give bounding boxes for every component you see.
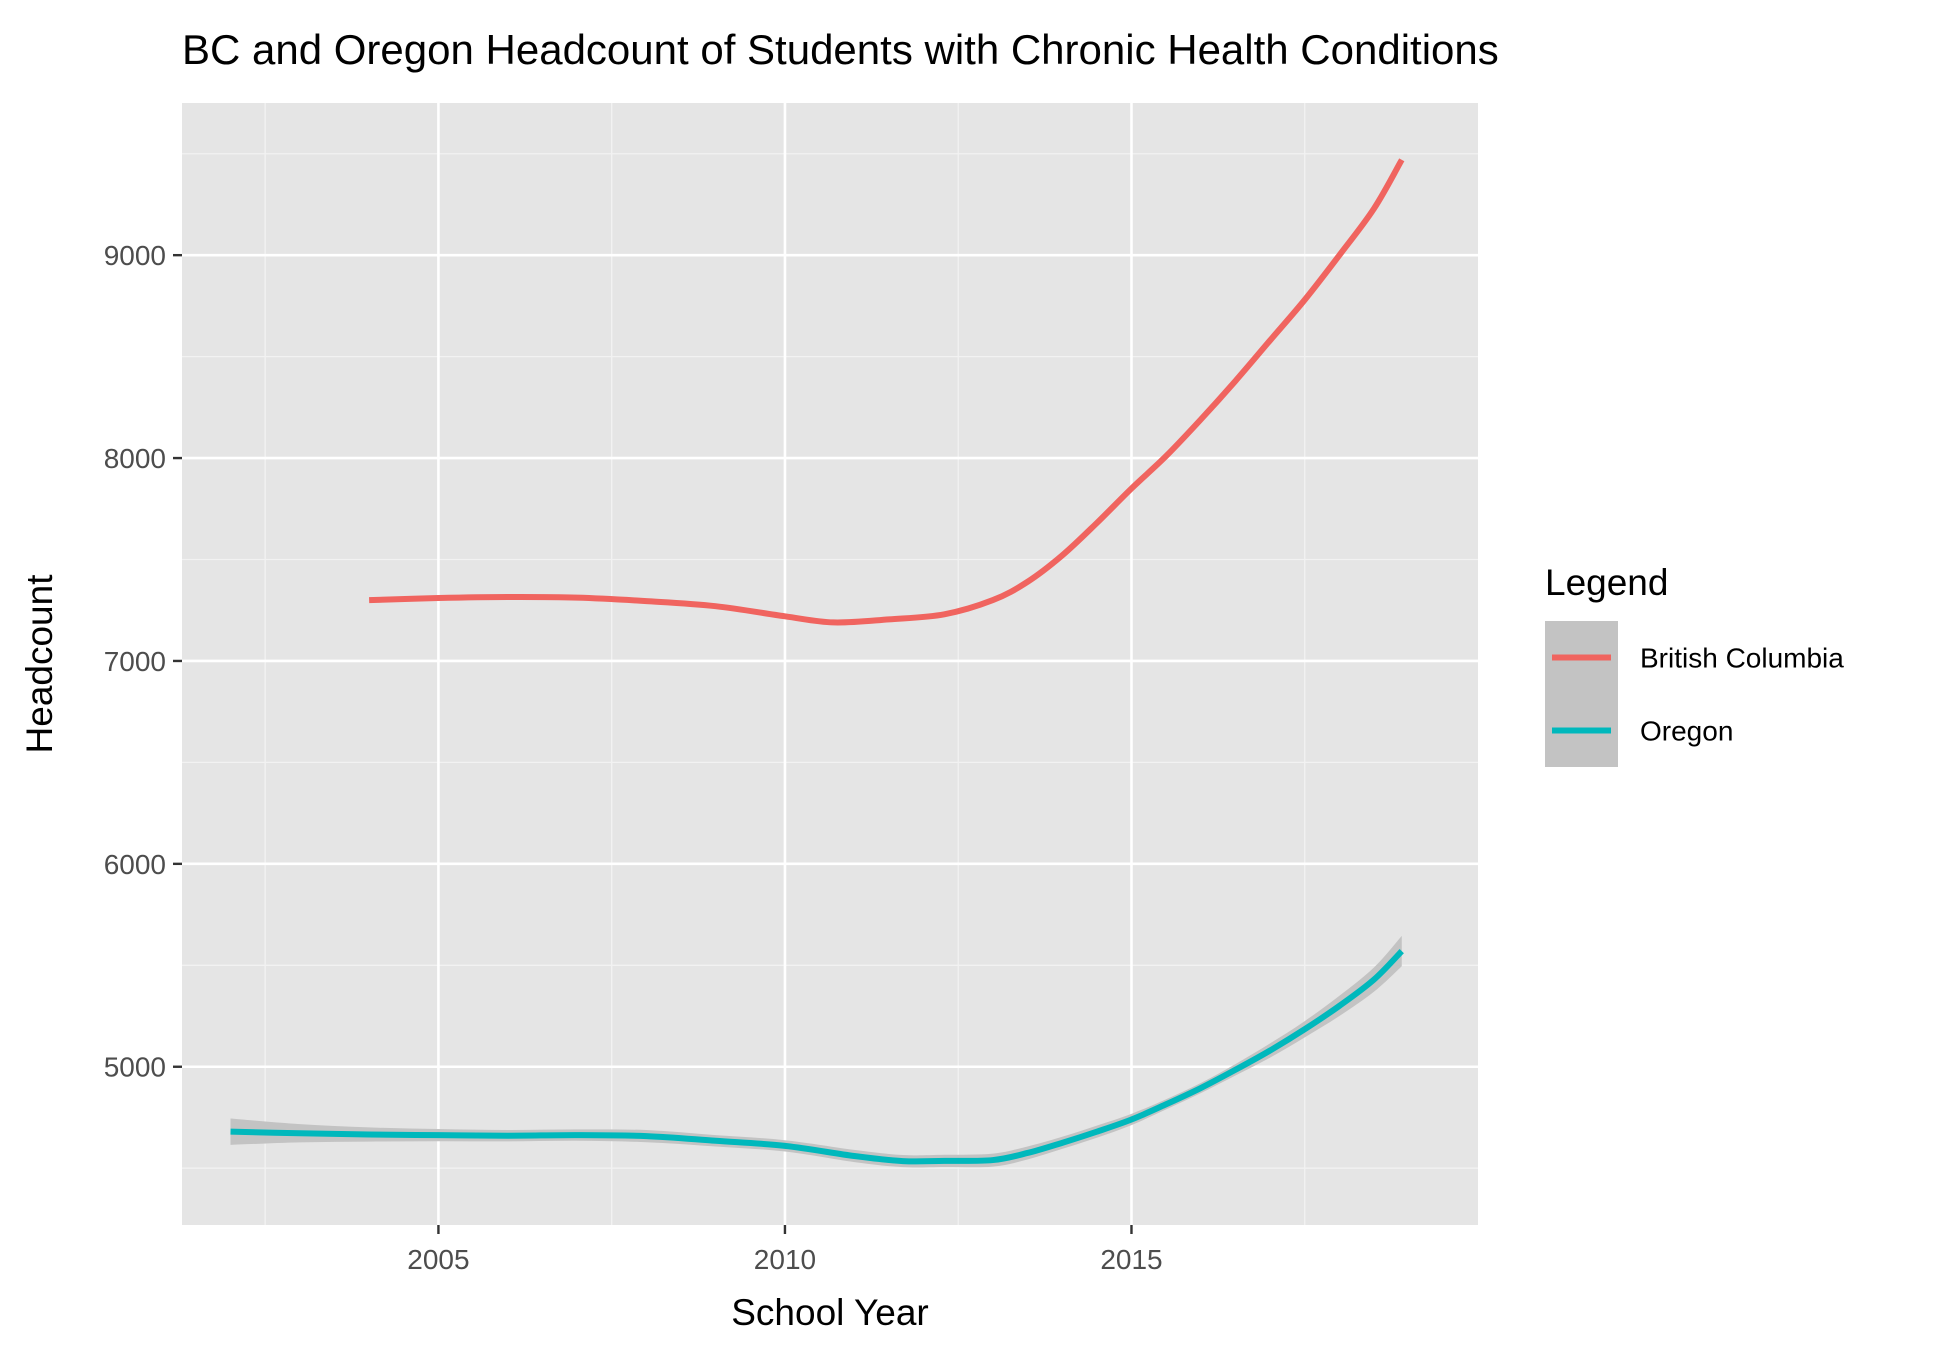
- legend-label: British Columbia: [1640, 643, 1844, 674]
- legend: Legend British Columbia Oregon: [1545, 562, 1844, 767]
- x-tick-label: 2005: [407, 1244, 469, 1275]
- minor-gridlines: [182, 103, 1478, 1225]
- y-tick-label: 5000: [104, 1052, 166, 1083]
- y-tick-label: 6000: [104, 849, 166, 880]
- series-line-british-columbia: [369, 158, 1405, 626]
- legend-title: Legend: [1545, 562, 1668, 603]
- plot-panel: [182, 103, 1478, 1225]
- y-tick-label: 8000: [104, 443, 166, 474]
- y-axis-title: Headcount: [19, 574, 60, 754]
- legend-label: Oregon: [1640, 716, 1733, 747]
- x-axis-title: School Year: [731, 1292, 929, 1333]
- series-lines: [230, 158, 1405, 1165]
- y-axis-ticks: 5000 6000 7000 8000 9000: [104, 240, 182, 1083]
- x-tick-label: 2010: [754, 1244, 816, 1275]
- y-tick-label: 9000: [104, 240, 166, 271]
- legend-keys: British Columbia Oregon: [1545, 621, 1844, 767]
- x-axis-ticks: 2005 2010 2015: [407, 1225, 1163, 1275]
- x-tick-label: 2015: [1100, 1244, 1162, 1275]
- chart-title: BC and Oregon Headcount of Students with…: [182, 26, 1499, 73]
- major-gridlines: [182, 103, 1478, 1225]
- y-tick-label: 7000: [104, 646, 166, 677]
- series-line-oregon: [230, 948, 1404, 1165]
